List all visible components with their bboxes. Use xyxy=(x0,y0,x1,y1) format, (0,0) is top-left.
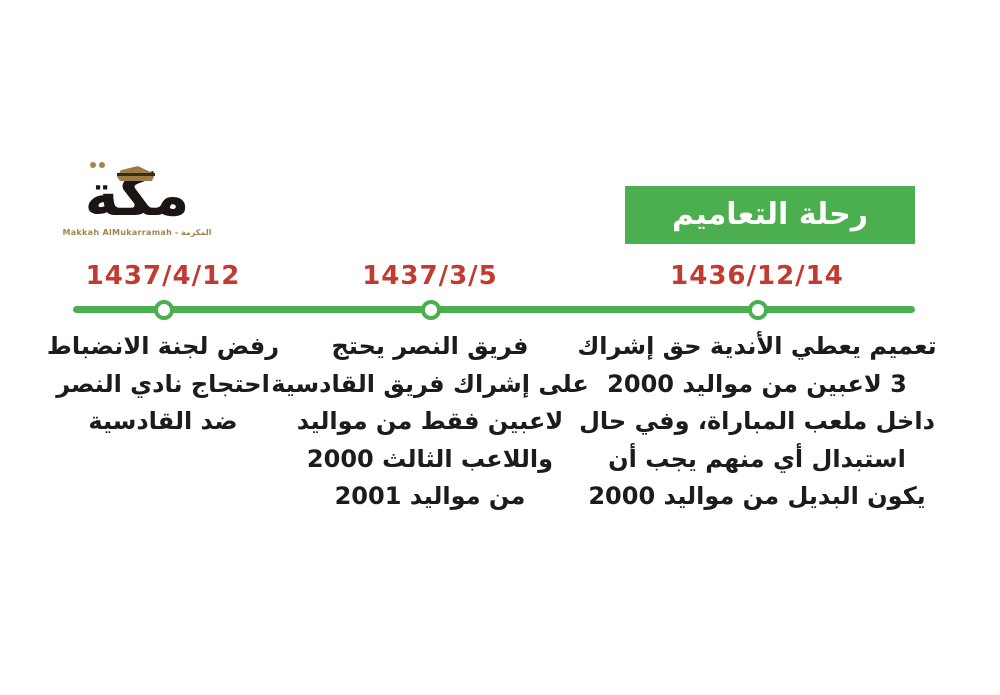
event-description: فريق النصر يحتج على إشراك فريق القادسية … xyxy=(270,328,590,516)
timeline-node xyxy=(748,300,768,320)
description-line: فريق النصر يحتج xyxy=(331,332,529,360)
kaaba-band-icon xyxy=(117,173,155,176)
logo-gold-dot xyxy=(99,162,105,168)
description-line: لاعبين فقط من مواليد xyxy=(296,407,564,435)
timeline-node xyxy=(154,300,174,320)
description-line: احتجاج نادي النصر xyxy=(56,369,270,398)
description-line: على إشراك فريق القادسية xyxy=(271,369,589,398)
event-date: 1437/4/12 xyxy=(85,261,241,291)
description-line: رفض لجنة الانضباط xyxy=(46,332,280,360)
title-banner: رحلة التعاميم xyxy=(625,186,915,244)
event-date: 1436/12/14 xyxy=(670,261,844,291)
description-line: من مواليد 2001 xyxy=(334,482,526,510)
timeline-event-3: 1437/4/12 رفض لجنة الانضباط احتجاج نادي … xyxy=(31,258,295,441)
logo-gold-dot xyxy=(90,162,96,168)
timeline-event-1: 1436/12/14 تعميم يعطي الأندية حق إشراك 3… xyxy=(557,258,957,516)
description-line: تعميم يعطي الأندية حق إشراك xyxy=(577,332,937,360)
description-line: يكون البديل من مواليد 2000 xyxy=(588,482,926,510)
makkah-newspaper-logo: مكة المكرمة - Makkah AlMukarramah xyxy=(62,162,212,237)
description-line: داخل ملعب المباراة، وفي حال xyxy=(579,407,935,435)
timeline-event-2: 1437/3/5 فريق النصر يحتج على إشراك فريق … xyxy=(270,258,590,516)
logo-subtitle: المكرمة - Makkah AlMukarramah xyxy=(62,228,212,237)
page-title: رحلة التعاميم xyxy=(671,197,869,232)
description-line: 3 لاعبين من مواليد 2000 xyxy=(607,369,907,398)
event-description: رفض لجنة الانضباط احتجاج نادي النصر ضد ا… xyxy=(31,328,295,441)
event-date: 1437/3/5 xyxy=(362,261,498,291)
timeline-line xyxy=(73,306,915,313)
description-line: استبدال أي منهم يجب أن xyxy=(608,444,906,473)
timeline-node xyxy=(421,300,441,320)
event-description: تعميم يعطي الأندية حق إشراك 3 لاعبين من … xyxy=(557,328,957,516)
description-line: ضد القادسية xyxy=(88,407,238,435)
description-line: واللاعب الثالث 2000 xyxy=(306,444,554,473)
